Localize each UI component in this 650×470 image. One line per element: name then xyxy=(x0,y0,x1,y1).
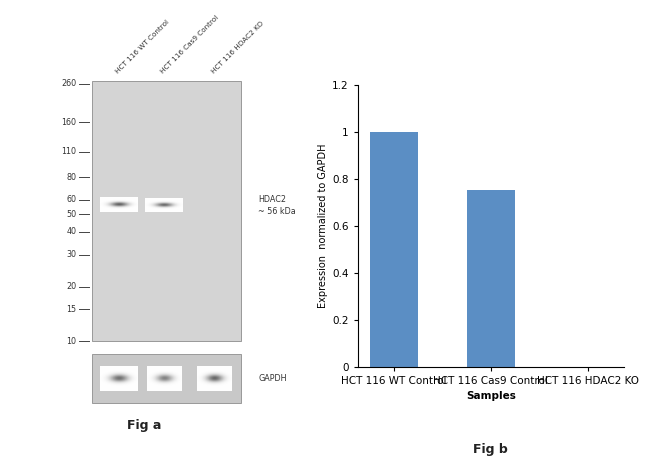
Bar xyxy=(92,354,241,403)
Text: 30: 30 xyxy=(66,250,77,259)
Text: 160: 160 xyxy=(62,118,77,127)
Bar xyxy=(92,81,241,341)
Text: 260: 260 xyxy=(62,79,77,88)
Y-axis label: Expression  normalized to GAPDH: Expression normalized to GAPDH xyxy=(318,143,328,308)
Bar xyxy=(467,190,515,367)
Text: HCT 116 HDAC2 KO: HCT 116 HDAC2 KO xyxy=(210,20,265,75)
Text: Fig a: Fig a xyxy=(127,419,161,432)
Text: 50: 50 xyxy=(66,210,77,219)
Bar xyxy=(370,132,418,367)
Text: HCT 116 Cas9 Control: HCT 116 Cas9 Control xyxy=(159,15,220,75)
Text: 15: 15 xyxy=(66,305,77,314)
Text: 80: 80 xyxy=(66,172,77,181)
Text: 40: 40 xyxy=(66,227,77,236)
Text: GAPDH: GAPDH xyxy=(258,374,287,383)
Text: HCT 116 WT Control: HCT 116 WT Control xyxy=(115,19,171,75)
Text: 10: 10 xyxy=(66,337,77,346)
Text: Fig b: Fig b xyxy=(473,443,508,456)
Text: 60: 60 xyxy=(66,195,77,204)
Text: HDAC2
~ 56 kDa: HDAC2 ~ 56 kDa xyxy=(258,195,296,216)
Text: 20: 20 xyxy=(66,282,77,291)
Text: 110: 110 xyxy=(62,147,77,157)
X-axis label: Samples: Samples xyxy=(466,391,515,401)
